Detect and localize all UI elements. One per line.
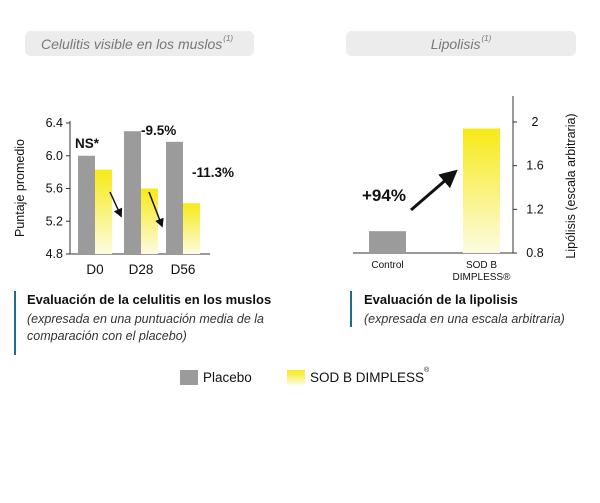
right-caption-title: Evaluación de la lipolisis xyxy=(364,292,518,307)
left-title-ref: (1) xyxy=(223,34,234,43)
trend-arrow-1 xyxy=(109,191,123,218)
y-tick-label-3: 5.2 xyxy=(46,214,63,228)
y-tick-label-0: 6.4 xyxy=(46,116,63,130)
x-tick-label-D0: D0 xyxy=(86,262,103,277)
legend-placebo-swatch xyxy=(180,370,198,385)
x-tick-label-D28: D28 xyxy=(129,262,154,277)
legend-placebo-label: Placebo xyxy=(203,370,252,385)
legend-product-mark: ® xyxy=(424,366,430,374)
x-tick-label-D56: D56 xyxy=(171,262,196,277)
right-title-ref: (1) xyxy=(481,34,492,43)
y-tick-label-4: 4.8 xyxy=(46,247,63,261)
increase-arrow xyxy=(410,169,458,212)
x-tick-label-product-0: SOD B xyxy=(466,260,497,271)
bar-product xyxy=(463,128,500,253)
right-panel-title: Lipolisis (1) xyxy=(346,31,576,56)
left-caption-sub-2: comparación con el placebo) xyxy=(27,329,187,343)
left-caption-accent xyxy=(14,291,16,355)
right-title-text: Lipolisis xyxy=(430,35,481,52)
left-panel-title: Celulitis visible en los muslos (1) xyxy=(25,31,254,56)
y-tick-label-1: 1.6 xyxy=(526,159,543,173)
y-tick-label-0: 2 xyxy=(532,115,539,129)
annotation-0: NS* xyxy=(75,136,100,151)
trend-arrow-2 xyxy=(148,191,164,228)
annotation-increase: +94% xyxy=(362,186,406,205)
bar-placebo-D56 xyxy=(166,141,183,254)
bar-control xyxy=(369,231,406,253)
annotation-2: -11.3% xyxy=(192,165,234,180)
right-caption-sub: (expresada en una escala arbitraria) xyxy=(364,312,565,326)
bar-product-D0 xyxy=(95,169,112,254)
y-axis-label: Lipólisis (escala arbitraria) xyxy=(564,113,578,258)
y-tick-label-2: 1.2 xyxy=(526,202,543,216)
y-tick-label-1: 6.0 xyxy=(46,149,63,163)
left-title-text: Celulitis visible en los muslos xyxy=(41,35,223,52)
right-caption-accent xyxy=(350,291,352,327)
x-tick-label-product-1: DIMPLESS® xyxy=(453,272,512,283)
legend-product-swatch xyxy=(287,370,305,385)
left-caption-sub-1: (expresada en una puntuación media de la xyxy=(27,312,264,326)
left-caption-title: Evaluación de la celulitis en los muslos xyxy=(27,292,272,307)
y-tick-label-3: 0.8 xyxy=(526,246,543,260)
bar-placebo-D0 xyxy=(78,155,95,254)
bar-product-D56 xyxy=(183,203,200,254)
y-axis-label: Puntaje promedio xyxy=(13,139,27,237)
legend-product-label: SOD B DIMPLESS® xyxy=(310,366,430,386)
x-tick-label-control-0: Control xyxy=(371,260,403,271)
legend-product-text: SOD B DIMPLESS xyxy=(310,370,425,385)
y-tick-label-2: 5.6 xyxy=(46,182,63,196)
annotation-1: -9.5% xyxy=(141,123,176,138)
bar-placebo-D28 xyxy=(124,131,141,254)
